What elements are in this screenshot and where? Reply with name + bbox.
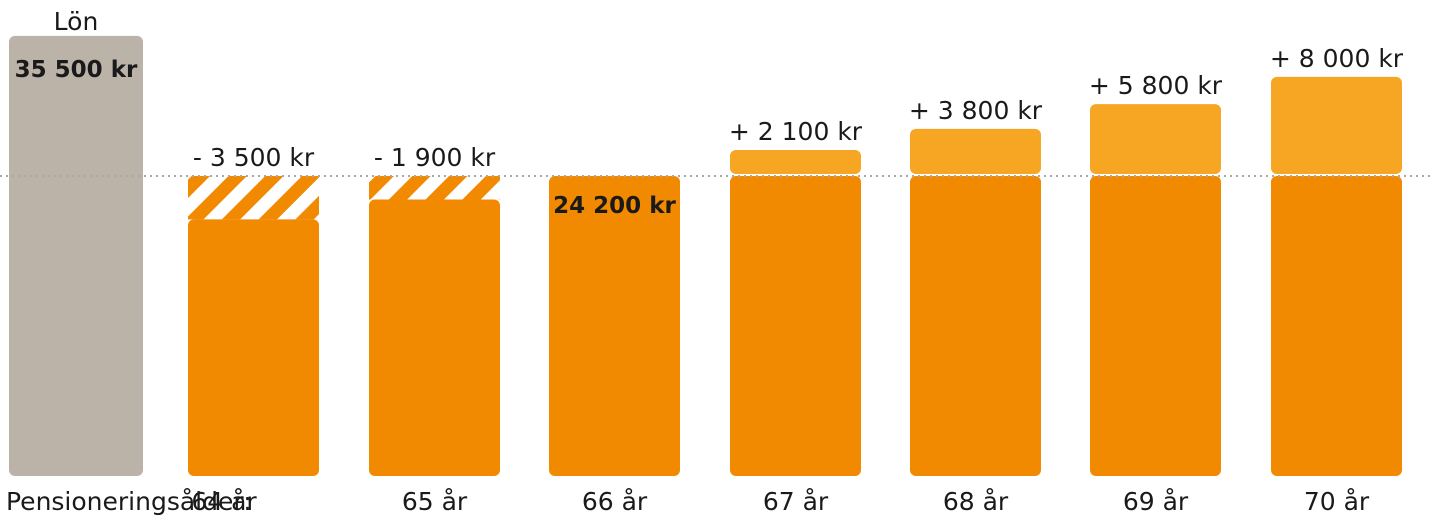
pension-bar-1 xyxy=(369,199,500,477)
salary-label: Lön xyxy=(54,7,99,36)
diff-label-1: - 1 900 kr xyxy=(374,143,496,172)
increase-bar-6 xyxy=(1271,76,1402,174)
salary-bar xyxy=(9,35,143,476)
diff-label-3: + 2 100 kr xyxy=(729,117,863,146)
diff-label-5: + 5 800 kr xyxy=(1089,71,1223,100)
pension-bar-2 xyxy=(549,176,680,476)
x-tick-label-0: 64 år xyxy=(191,487,257,516)
diff-label-6: + 8 000 kr xyxy=(1270,44,1404,73)
x-axis-prefix: Pensioneringsålder: xyxy=(6,487,252,516)
pension-bar-6 xyxy=(1271,176,1402,476)
increase-bar-3 xyxy=(730,149,861,174)
x-tick-label-3: 67 år xyxy=(763,487,829,516)
x-tick-label-4: 68 år xyxy=(943,487,1009,516)
baseline-value-label: 24 200 kr xyxy=(553,193,676,219)
increase-bar-5 xyxy=(1090,104,1221,174)
pension-bar-0 xyxy=(188,219,319,476)
pension-bar-4 xyxy=(910,176,1041,476)
x-tick-label-1: 65 år xyxy=(402,487,468,516)
diff-label-0: - 3 500 kr xyxy=(193,143,315,172)
x-tick-label-5: 69 år xyxy=(1123,487,1189,516)
pension-bar-5 xyxy=(1090,176,1221,476)
reduction-hatch-1 xyxy=(369,176,500,200)
pension-bar-3 xyxy=(730,176,861,476)
increase-bar-4 xyxy=(910,128,1041,174)
reduction-hatch-0 xyxy=(188,176,319,220)
salary-value-label: 35 500 kr xyxy=(15,57,138,83)
x-tick-label-2: 66 år xyxy=(582,487,648,516)
x-tick-label-6: 70 år xyxy=(1304,487,1370,516)
diff-label-4: + 3 800 kr xyxy=(909,96,1043,125)
